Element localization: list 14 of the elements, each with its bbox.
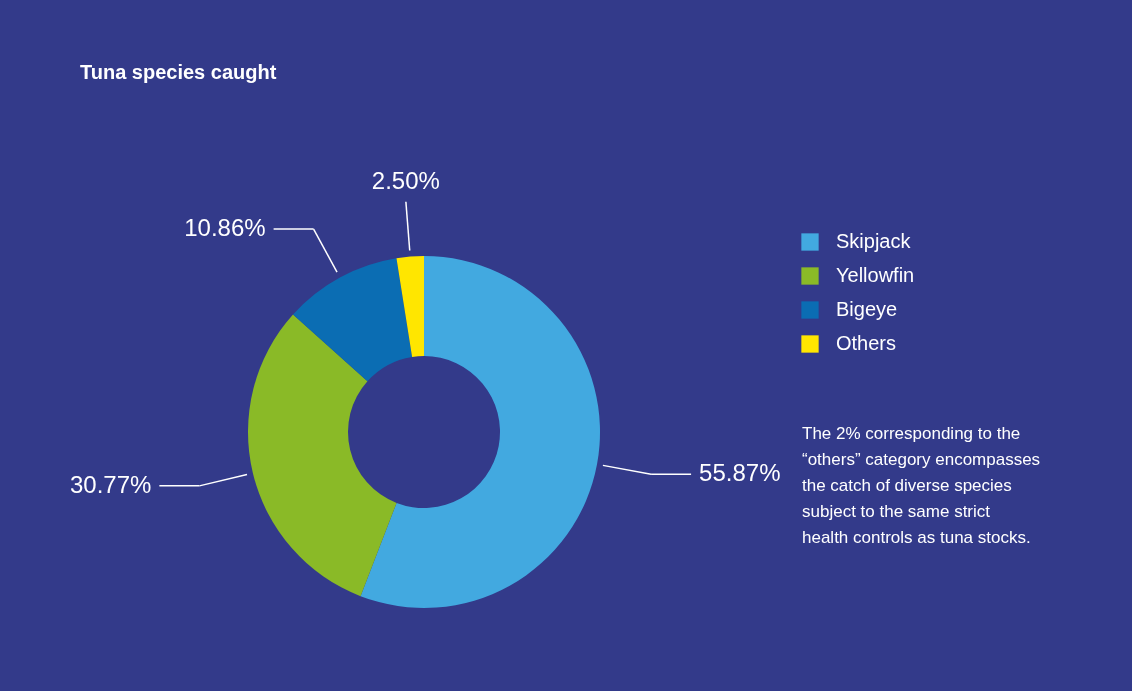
data-label: 55.87% — [699, 459, 781, 487]
donut-slice — [396, 256, 424, 357]
legend-label: Others — [836, 332, 897, 354]
data-label: 10.86% — [184, 214, 266, 242]
legend-label: Bigeye — [836, 298, 898, 320]
data-label: 2.50% — [371, 166, 440, 194]
donut-slice — [248, 314, 397, 597]
legend-label: Skipjack — [836, 230, 912, 252]
data-label: 30.77% — [69, 470, 152, 498]
chart-title: Tuna species caught — [80, 61, 277, 83]
donut-slice — [293, 258, 413, 382]
legend-label: Yellowfin — [836, 264, 915, 286]
donut-slice — [360, 256, 600, 608]
text: The 2% corresponding to the “others” category encompasses the catch of diverse species subject to the same strict health controls as tuna stocks. — [802, 424, 1041, 547]
